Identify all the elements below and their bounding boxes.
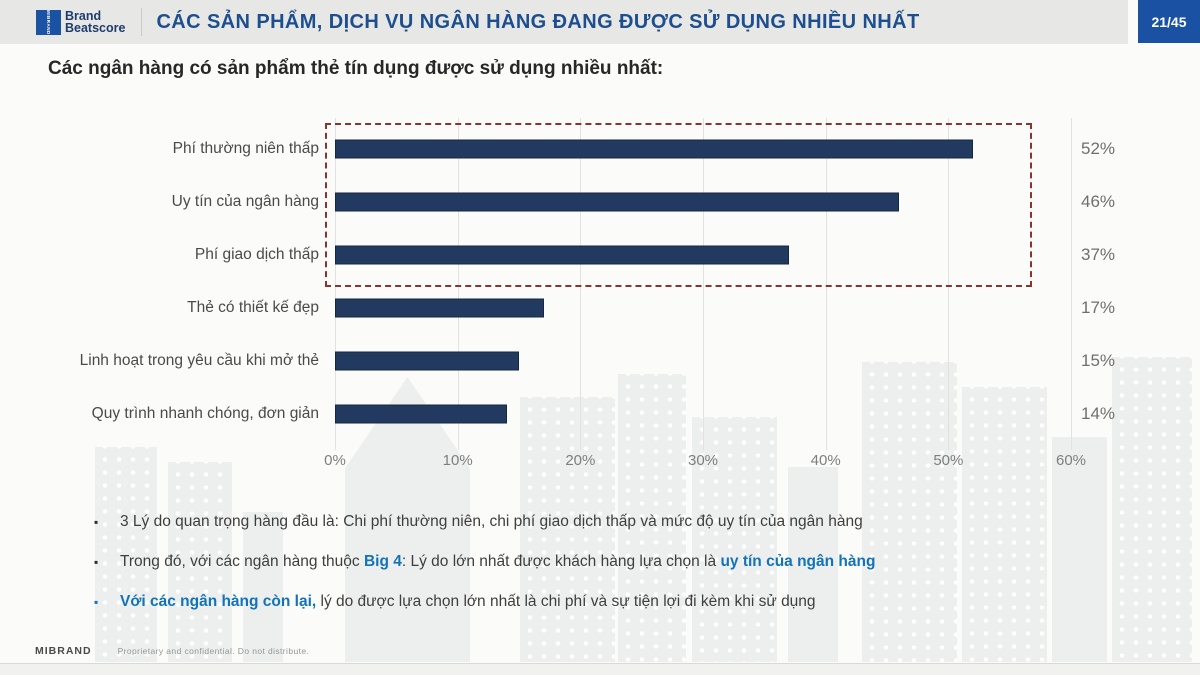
gridline	[1071, 118, 1072, 450]
note-text: 3 Lý do quan trọng hàng đầu là: Chi phí …	[120, 513, 863, 531]
bullet-icon: ▪	[94, 595, 99, 609]
building-silhouette	[168, 462, 232, 662]
x-tick: 40%	[810, 452, 841, 469]
brand-beatscore-logo: MIBRAND Brand Beatscore	[36, 9, 126, 35]
value-label: 37%	[1081, 244, 1116, 264]
logo-text: Brand Beatscore	[65, 9, 126, 35]
note-item: ▪ Trong đó, với các ngân hàng thuộc Big …	[94, 542, 1156, 582]
bar	[335, 404, 507, 423]
logo-line2: Beatscore	[65, 21, 126, 35]
insight-notes: ▪ 3 Lý do quan trọng hàng đầu là: Chi ph…	[94, 502, 1156, 622]
logo-mark-icon: MIBRAND	[36, 9, 61, 35]
category-label: Phí thường niên thấp	[172, 139, 319, 157]
x-axis: 0% 10% 20% 30% 40% 50% 60%	[324, 452, 1086, 474]
chart-subtitle: Các ngân hàng có sản phẩm thẻ tín dụng đ…	[48, 58, 664, 79]
bottom-edge-strip	[0, 663, 1200, 675]
gridline	[825, 118, 827, 450]
x-tick: 60%	[1055, 452, 1087, 469]
building-silhouette	[618, 374, 686, 662]
slide-title: CÁC SẢN PHẨM, DỊCH VỤ NGÂN HÀNG ĐANG ĐƯỢ…	[156, 10, 920, 33]
bar-track	[335, 281, 1071, 334]
note-item: ▪ 3 Lý do quan trọng hàng đầu là: Chi ph…	[94, 502, 1156, 542]
header-gap	[1128, 0, 1138, 44]
value-label: 17%	[1081, 297, 1116, 317]
mibrand-logo: MIBRAND	[35, 645, 92, 657]
building-silhouette	[520, 397, 615, 662]
bar	[335, 245, 789, 264]
bar	[335, 351, 519, 370]
bar-track	[335, 387, 1071, 440]
bar-track	[335, 228, 1071, 281]
header-bar: MIBRAND Brand Beatscore CÁC SẢN PHẨM, DỊ…	[0, 0, 1200, 44]
category-label: Phí giao dịch thấp	[194, 245, 319, 263]
gridline	[948, 118, 950, 450]
x-tick: 20%	[565, 452, 596, 469]
bar-track	[335, 122, 1071, 175]
header-divider	[141, 8, 143, 36]
top3-highlight-box	[325, 123, 1032, 287]
bar	[335, 139, 973, 158]
bar	[335, 192, 900, 211]
slide-footer: MIBRAND Proprietary and confidential. Do…	[35, 645, 309, 657]
note-segment-accent: Với các ngân hàng còn lại,	[120, 593, 317, 610]
gridline	[580, 118, 582, 450]
bar-row: Thẻ có thiết kế đẹp 17%	[0, 281, 1115, 334]
building-silhouette	[962, 387, 1047, 662]
x-tick: 10%	[442, 452, 473, 469]
building-silhouette	[862, 362, 957, 662]
note-item: ▪ Với các ngân hàng còn lại, lý do được …	[94, 582, 1156, 622]
value-label: 52%	[1081, 138, 1116, 158]
building-silhouette	[1112, 357, 1192, 662]
value-label: 15%	[1081, 350, 1116, 370]
bar-track	[335, 334, 1071, 387]
gridline	[335, 118, 336, 450]
note-segment: : Lý do lớn nhất được khách hàng lựa chọ…	[401, 553, 721, 570]
bar-row: Uy tín của ngân hàng 46%	[0, 175, 1115, 228]
gridline	[703, 118, 704, 450]
building-silhouette	[788, 467, 838, 662]
building-silhouette	[243, 512, 283, 662]
gridline	[457, 118, 459, 450]
logo-mark-text: MIBRAND	[46, 9, 51, 35]
bar-row: Phí thường niên thấp 52%	[0, 122, 1115, 175]
bullet-icon: ▪	[94, 515, 99, 529]
bar-row: Linh hoạt trong yêu cầu khi mở thẻ 15%	[0, 334, 1115, 387]
chart-plot-area	[335, 118, 1072, 450]
building-silhouette	[1052, 437, 1107, 662]
bullet-icon: ▪	[94, 555, 99, 569]
category-label: Thẻ có thiết kế đẹp	[187, 298, 319, 316]
note-segment-accent: uy tín của ngân hàng	[720, 553, 876, 570]
note-segment: lý do được lựa chọn lớn nhất là chi phí …	[316, 593, 816, 610]
bar	[335, 298, 544, 317]
category-label: Linh hoạt trong yêu cầu khi mở thẻ	[79, 351, 319, 369]
bar-row: Quy trình nhanh chóng, đơn giản 14%	[0, 387, 1115, 440]
logo-line1: Brand	[65, 9, 102, 23]
x-tick: 50%	[933, 452, 964, 469]
bar-row: Phí giao dịch thấp 37%	[0, 228, 1115, 281]
note-segment: Trong đó, với các ngân hàng thuộc	[120, 553, 364, 570]
building-silhouette	[95, 447, 157, 662]
x-tick: 0%	[324, 452, 346, 469]
bar-track	[335, 175, 1071, 228]
category-label: Quy trình nhanh chóng, đơn giản	[91, 404, 319, 422]
value-label: 46%	[1081, 191, 1116, 211]
building-silhouette	[692, 417, 777, 662]
note-text: Với các ngân hàng còn lại, lý do được lự…	[120, 593, 816, 611]
note-segment: 3 Lý do quan trọng hàng đầu là: Chi phí …	[120, 513, 863, 530]
note-text: Trong đó, với các ngân hàng thuộc Big 4:…	[120, 553, 875, 571]
bar-chart: Phí thường niên thấp 52% Uy tín của ngân…	[0, 122, 1115, 440]
category-label: Uy tín của ngân hàng	[171, 192, 319, 210]
header-main: MIBRAND Brand Beatscore CÁC SẢN PHẨM, DỊ…	[0, 0, 1128, 44]
confidential-text: Proprietary and confidential. Do not dis…	[117, 646, 310, 656]
x-tick: 30%	[687, 452, 719, 469]
page-number-badge: 21/45	[1138, 0, 1200, 43]
note-segment-accent: Big 4	[363, 553, 402, 570]
value-label: 14%	[1081, 403, 1116, 423]
